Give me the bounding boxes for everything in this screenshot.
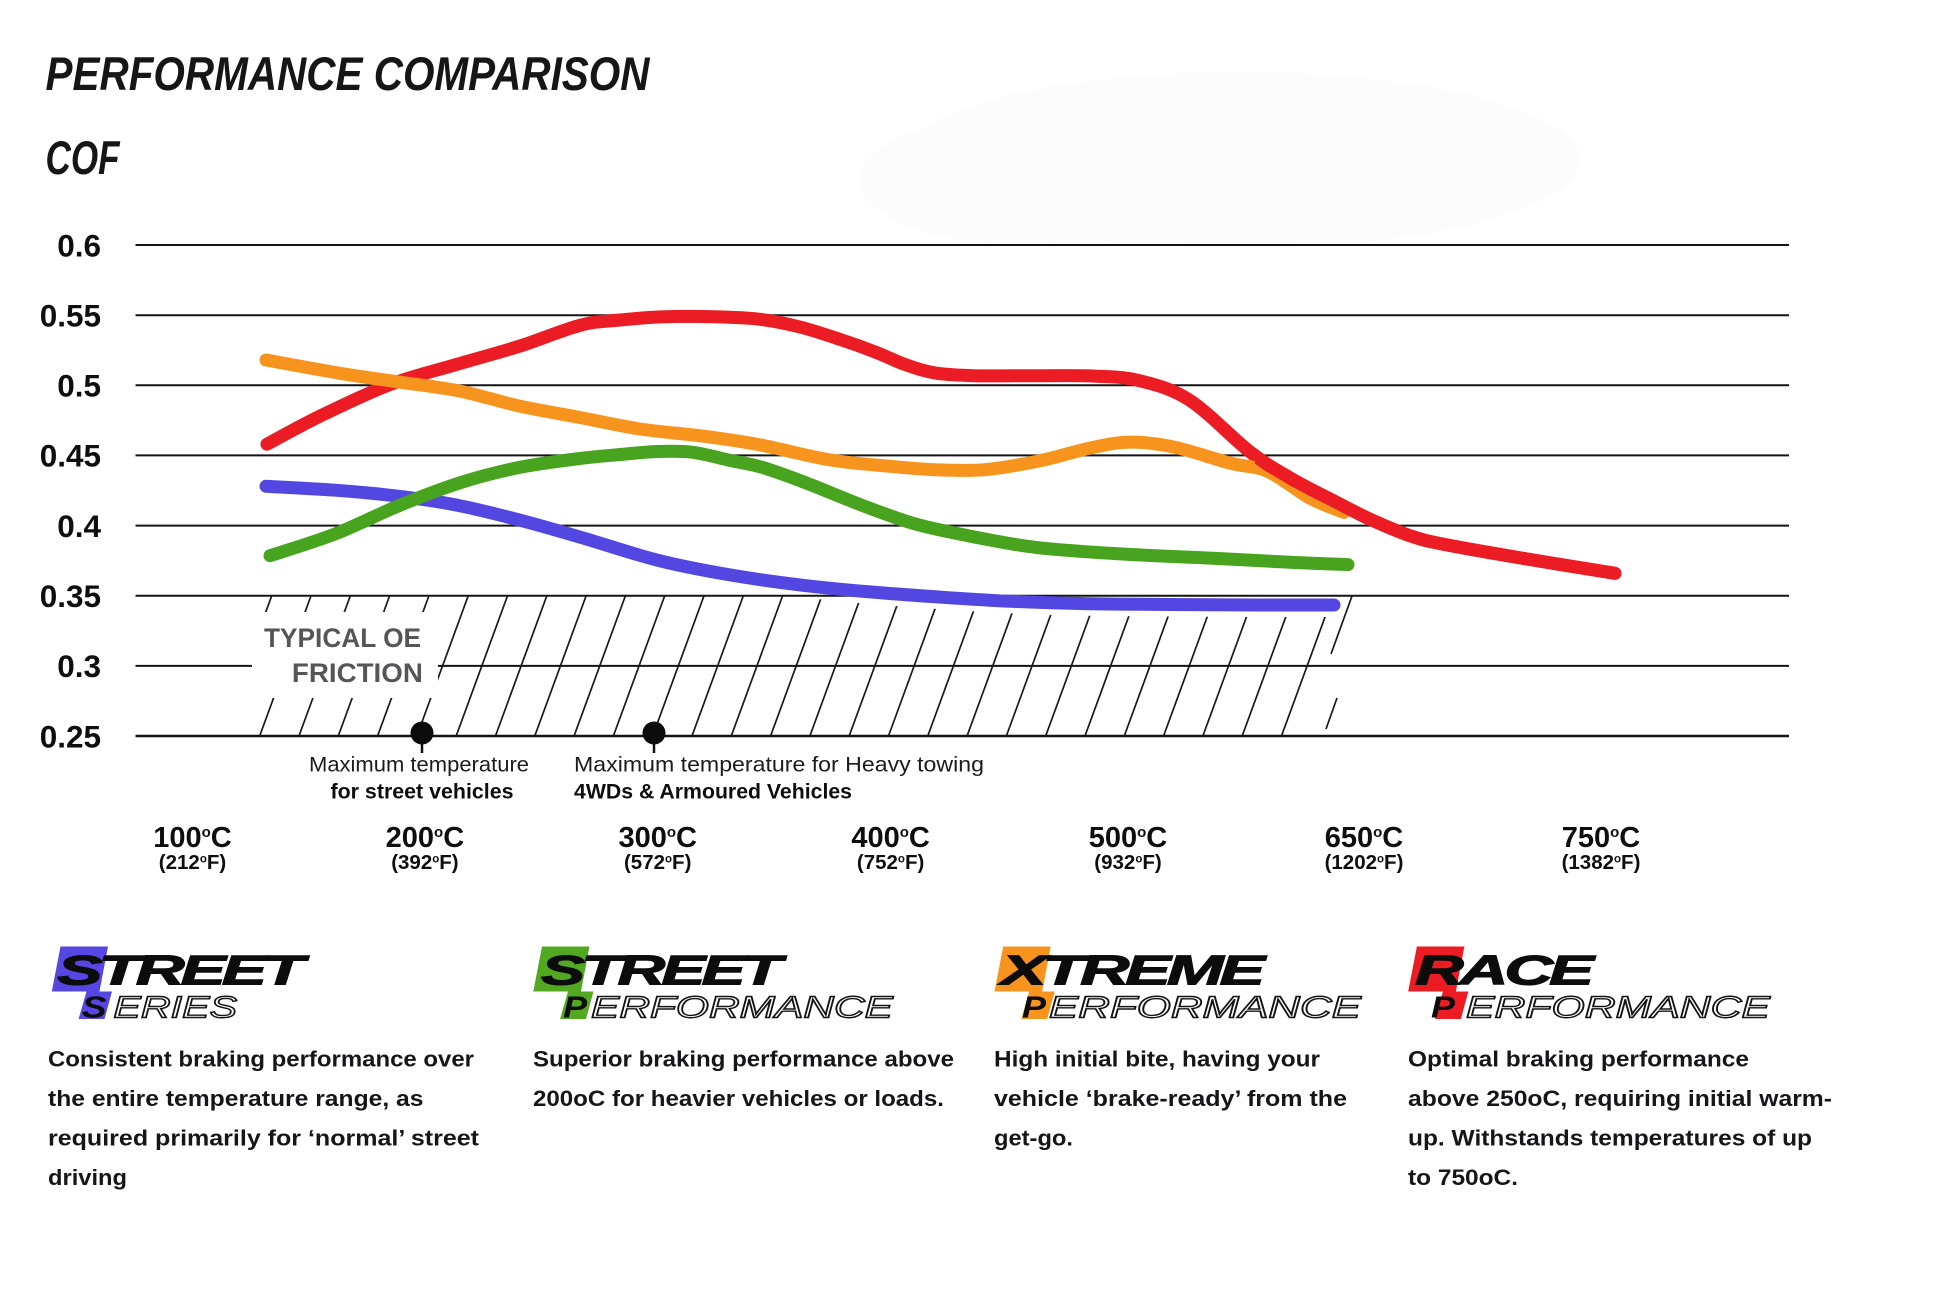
svg-text:TYPICAL OE: TYPICAL OE — [264, 623, 421, 653]
svg-text:vehicle ‘brake-ready’ from the: vehicle ‘brake-ready’ from the — [994, 1086, 1347, 1111]
svg-text:get-go.: get-go. — [994, 1126, 1073, 1151]
svg-text:(1382oF): (1382oF) — [1562, 851, 1641, 874]
svg-text:650oC: 650oC — [1325, 822, 1404, 854]
svg-text:200oC: 200oC — [386, 822, 465, 854]
svg-text:0.6: 0.6 — [57, 227, 101, 263]
svg-text:driving: driving — [48, 1165, 127, 1190]
svg-text:required primarily for ‘normal: required primarily for ‘normal’ street — [48, 1126, 480, 1151]
svg-text:300oC: 300oC — [618, 822, 697, 854]
svg-text:ERFORMANCE: ERFORMANCE — [1049, 990, 1361, 1025]
svg-text:0.3: 0.3 — [57, 648, 101, 684]
svg-text:(392oF): (392oF) — [391, 851, 458, 874]
svg-text:above 250oC, requiring initial: above 250oC, requiring initial warm- — [1408, 1086, 1832, 1111]
svg-text:0.25: 0.25 — [40, 718, 101, 754]
svg-text:S: S — [82, 990, 107, 1025]
svg-text:500oC: 500oC — [1089, 822, 1168, 854]
svg-text:(212oF): (212oF) — [159, 851, 226, 874]
svg-text:for street vehicles: for street vehicles — [331, 781, 514, 804]
svg-text:Consistent braking performance: Consistent braking performance over — [48, 1047, 474, 1072]
svg-text:0.35: 0.35 — [40, 578, 101, 614]
svg-text:up. Withstands temperatures of: up. Withstands temperatures of up — [1408, 1126, 1812, 1151]
svg-text:ERFORMANCE: ERFORMANCE — [591, 990, 893, 1025]
svg-text:P: P — [563, 990, 587, 1025]
svg-text:0.5: 0.5 — [57, 368, 101, 404]
svg-text:FRICTION: FRICTION — [292, 658, 423, 688]
svg-text:ERFORMANCE: ERFORMANCE — [1466, 990, 1770, 1025]
svg-text:0.4: 0.4 — [57, 508, 101, 544]
svg-text:STREET: STREET — [541, 947, 788, 994]
svg-text:750oC: 750oC — [1562, 822, 1641, 854]
svg-text:ERIES: ERIES — [113, 990, 237, 1025]
svg-text:100oC: 100oC — [153, 822, 232, 854]
svg-text:P: P — [1431, 990, 1455, 1025]
svg-text:(1202oF): (1202oF) — [1325, 851, 1404, 874]
svg-text:Superior braking performance a: Superior braking performance above — [533, 1047, 954, 1072]
svg-text:the entire temperature range,: the entire temperature range, as — [48, 1086, 424, 1111]
svg-text:Maximum temperature: Maximum temperature — [309, 754, 529, 777]
svg-text:to 750oC.: to 750oC. — [1408, 1165, 1518, 1190]
svg-text:COF: COF — [46, 132, 121, 185]
svg-text:0.45: 0.45 — [40, 438, 101, 474]
svg-text:4WDs & Armoured Vehicles: 4WDs & Armoured Vehicles — [574, 781, 852, 804]
svg-text:P: P — [1022, 990, 1046, 1025]
svg-text:400oC: 400oC — [851, 822, 930, 854]
svg-text:200oC for heavier vehicles or: 200oC for heavier vehicles or loads. — [533, 1086, 944, 1111]
svg-text:(932oF): (932oF) — [1094, 851, 1161, 874]
svg-text:High initial bite, having your: High initial bite, having your — [994, 1047, 1320, 1072]
svg-text:Maximum temperature for Heavy: Maximum temperature for Heavy towing — [574, 754, 984, 777]
svg-text:(752oF): (752oF) — [857, 851, 924, 874]
svg-text:XTREME: XTREME — [998, 947, 1268, 994]
svg-text:0.55: 0.55 — [40, 298, 101, 334]
svg-text:Optimal braking performance: Optimal braking performance — [1408, 1047, 1749, 1072]
svg-text:PERFORMANCE COMPARISON: PERFORMANCE COMPARISON — [46, 48, 651, 101]
svg-text:RACE: RACE — [1415, 947, 1596, 994]
svg-text:(572oF): (572oF) — [624, 851, 691, 874]
svg-text:STREET: STREET — [57, 947, 310, 994]
